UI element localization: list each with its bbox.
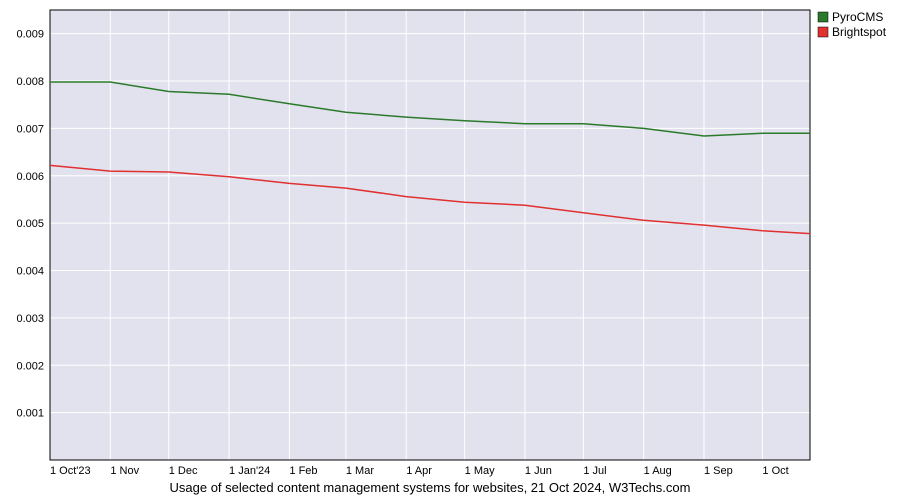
x-tick-label: 1 Jan'24 bbox=[229, 465, 270, 477]
y-tick-label: 0.001 bbox=[16, 408, 44, 420]
x-tick-label: 1 Jun bbox=[525, 465, 552, 477]
x-tick-label: 1 Dec bbox=[169, 465, 198, 477]
chart-caption: Usage of selected content management sys… bbox=[170, 480, 691, 495]
x-tick-label: 1 Nov bbox=[110, 465, 139, 477]
legend-label: Brightspot bbox=[832, 25, 887, 39]
legend-swatch bbox=[818, 27, 828, 37]
chart-svg: 0.001 0.002 0.003 0.004 0.005 0.006 0.007 0.008… bbox=[0, 0, 900, 500]
x-tick-label: 1 Oct bbox=[762, 465, 788, 477]
y-tick-label: 0.006 bbox=[16, 171, 44, 183]
x-tick-label: 1 Oct'23 bbox=[50, 465, 91, 477]
y-tick-label: 0.009 bbox=[16, 29, 44, 41]
y-tick-label: 0.008 bbox=[16, 76, 44, 88]
x-tick-label: 1 May bbox=[465, 465, 495, 477]
x-tick-label: 1 Feb bbox=[289, 465, 317, 477]
y-tick-label: 0.005 bbox=[16, 218, 44, 230]
x-tick-label: 1 Sep bbox=[704, 465, 733, 477]
legend-label: PyroCMS bbox=[832, 10, 883, 24]
chart-container: 0.001 0.002 0.003 0.004 0.005 0.006 0.007 0.008… bbox=[0, 0, 900, 500]
y-tick-label: 0.002 bbox=[16, 360, 44, 372]
x-tick-label: 1 Aug bbox=[644, 465, 672, 477]
legend-swatch bbox=[818, 12, 828, 22]
y-tick-label: 0.004 bbox=[16, 266, 44, 278]
x-tick-label: 1 Mar bbox=[346, 465, 374, 477]
y-tick-label: 0.007 bbox=[16, 123, 44, 135]
y-tick-label: 0.003 bbox=[16, 313, 44, 325]
x-tick-label: 1 Apr bbox=[406, 465, 432, 477]
x-tick-label: 1 Jul bbox=[583, 465, 606, 477]
